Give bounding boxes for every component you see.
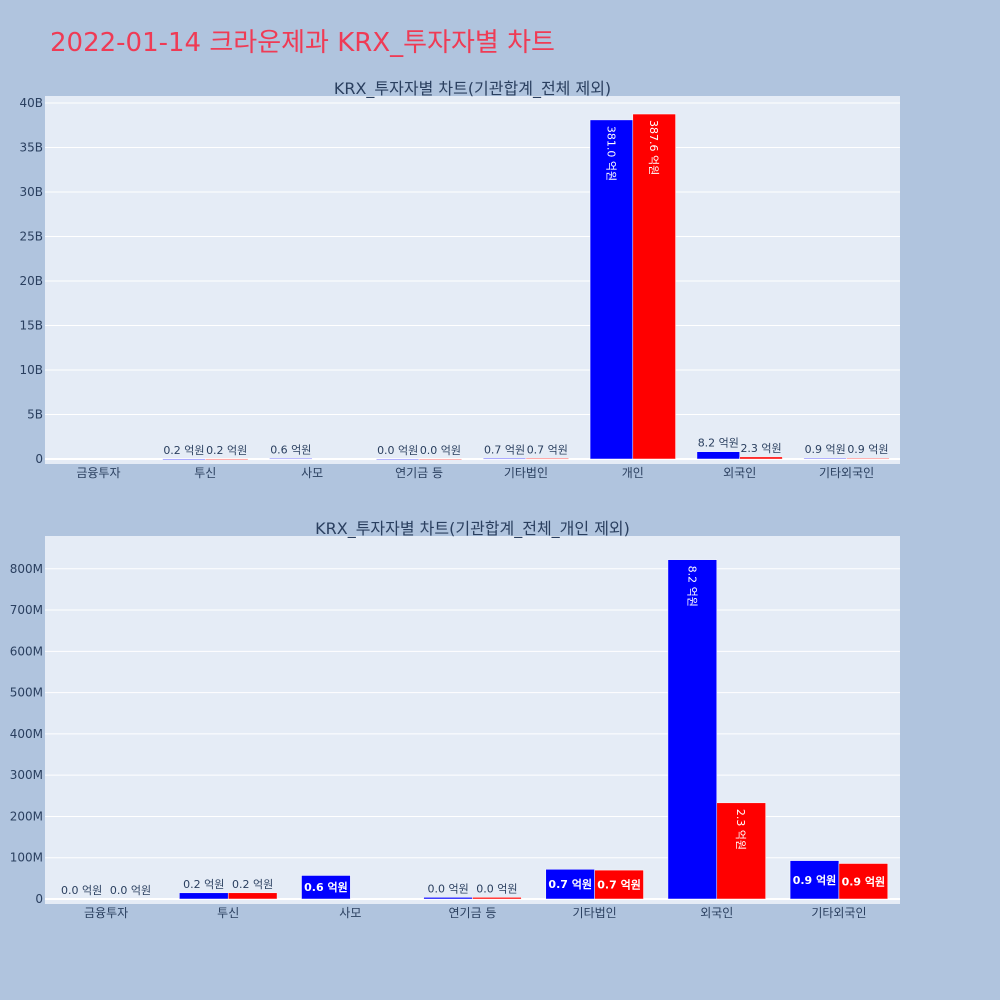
y-tick-label: 35B	[19, 141, 43, 155]
data-label: 387.6 억원	[647, 120, 660, 175]
data-label: 8.2 억원	[685, 566, 698, 607]
bar	[162, 458, 206, 460]
data-label: 0.0 억원	[427, 882, 468, 895]
data-label: 0.6 억원	[270, 443, 311, 456]
y-tick-label: 5B	[27, 408, 43, 422]
bar	[423, 897, 473, 900]
bar	[525, 458, 569, 460]
page-title: 2022-01-14 크라운제과 KRX_투자자별 차트	[50, 28, 555, 58]
plot-area	[45, 96, 900, 464]
bar	[846, 457, 890, 460]
chart-1: 0 5B 10B 15B 20B 25B 30B 35B 40B KRX_투자자별 차트(기관합계…	[19, 79, 900, 480]
data-label: 0.0 억원	[420, 444, 461, 457]
y-tick-label: 500M	[10, 686, 43, 700]
x-tick-label: 금융투자	[76, 466, 120, 480]
y-tick-label: 800M	[10, 562, 43, 576]
bar	[589, 119, 634, 460]
chart-2: 0 100M 200M 300M 400M 500M 600M 700M 800M KRX_투자자…	[10, 519, 900, 920]
y-tick-label: 15B	[19, 319, 43, 333]
data-label: 0.9 억원	[793, 873, 837, 887]
y-tick-label: 0	[35, 892, 43, 906]
bar	[227, 892, 278, 900]
data-label: 0.7 억원	[484, 443, 525, 456]
data-label: 0.9 억원	[805, 443, 846, 456]
data-label: 0.7 억원	[597, 878, 641, 892]
y-tick-label: 100M	[10, 851, 43, 865]
y-tick-label: 20B	[19, 274, 43, 288]
data-label: 0.7 억원	[548, 877, 592, 891]
y-tick-label: 700M	[10, 603, 43, 617]
bar	[418, 458, 463, 461]
bar	[667, 559, 718, 900]
bar	[545, 869, 595, 900]
data-label: 0.0 억원	[61, 884, 102, 897]
data-label: 0.0 억원	[110, 884, 151, 897]
bar	[716, 802, 766, 900]
data-label: 381.0 억원	[604, 126, 617, 181]
chart-title: KRX_투자자별 차트(기관합계_전체 제외)	[334, 79, 611, 99]
chart-title: KRX_투자자별 차트(기관합계_전체_개인 제외)	[315, 519, 630, 539]
bar	[789, 860, 840, 900]
y-tick-label: 10B	[19, 363, 43, 377]
data-label: 2.3 억원	[734, 809, 747, 850]
data-label: 8.2 억원	[698, 437, 739, 450]
data-label: 0.2 억원	[232, 878, 273, 891]
bar	[632, 113, 676, 460]
data-label: 0.2 억원	[183, 878, 224, 891]
x-tick-label: 투신	[194, 466, 216, 480]
data-label: 0.7 억원	[527, 443, 568, 456]
bar	[739, 456, 783, 460]
x-tick-label: 기타외국인	[819, 466, 874, 480]
x-tick-label: 사모	[339, 906, 361, 920]
x-tick-label: 투신	[217, 906, 239, 920]
y-tick-label: 200M	[10, 809, 43, 823]
bar	[696, 451, 740, 460]
x-tick-label: 금융투자	[84, 906, 128, 920]
y-tick-label: 600M	[10, 644, 43, 658]
y-tick-label: 300M	[10, 768, 43, 782]
x-tick-label: 연기금 등	[395, 466, 443, 480]
data-label: 2.3 억원	[740, 442, 781, 455]
x-tick-label: 기타법인	[573, 906, 617, 920]
bar	[205, 458, 249, 460]
y-tick-label: 0	[35, 452, 43, 466]
x-tick-label: 사모	[301, 466, 323, 480]
y-tick-label: 30B	[19, 185, 43, 199]
data-label: 0.6 억원	[304, 880, 348, 894]
bar	[482, 458, 527, 460]
x-tick-label: 기타법인	[504, 466, 548, 480]
bar	[269, 458, 313, 460]
x-tick-label: 기타외국인	[811, 906, 866, 920]
x-tick-label: 외국인	[723, 466, 756, 480]
y-tick-label: 40B	[19, 96, 43, 110]
data-label: 0.9 억원	[847, 443, 888, 456]
x-tick-label: 외국인	[700, 906, 733, 920]
data-label: 0.2 억원	[206, 444, 247, 457]
y-tick-label: 25B	[19, 230, 43, 244]
data-label: 0.0 억원	[377, 444, 418, 457]
bar	[803, 457, 847, 460]
data-label: 0.0 억원	[476, 882, 517, 895]
data-label: 0.2 억원	[163, 444, 204, 457]
bar	[472, 897, 522, 900]
plot-area	[45, 536, 900, 904]
data-label: 0.9 억원	[842, 874, 886, 888]
bar	[376, 458, 420, 461]
x-tick-label: 개인	[622, 466, 644, 480]
bar	[838, 863, 889, 900]
y-tick-label: 400M	[10, 727, 43, 741]
bar	[594, 869, 644, 900]
x-tick-label: 연기금 등	[449, 906, 497, 920]
bar	[179, 892, 229, 900]
bar	[301, 875, 351, 900]
